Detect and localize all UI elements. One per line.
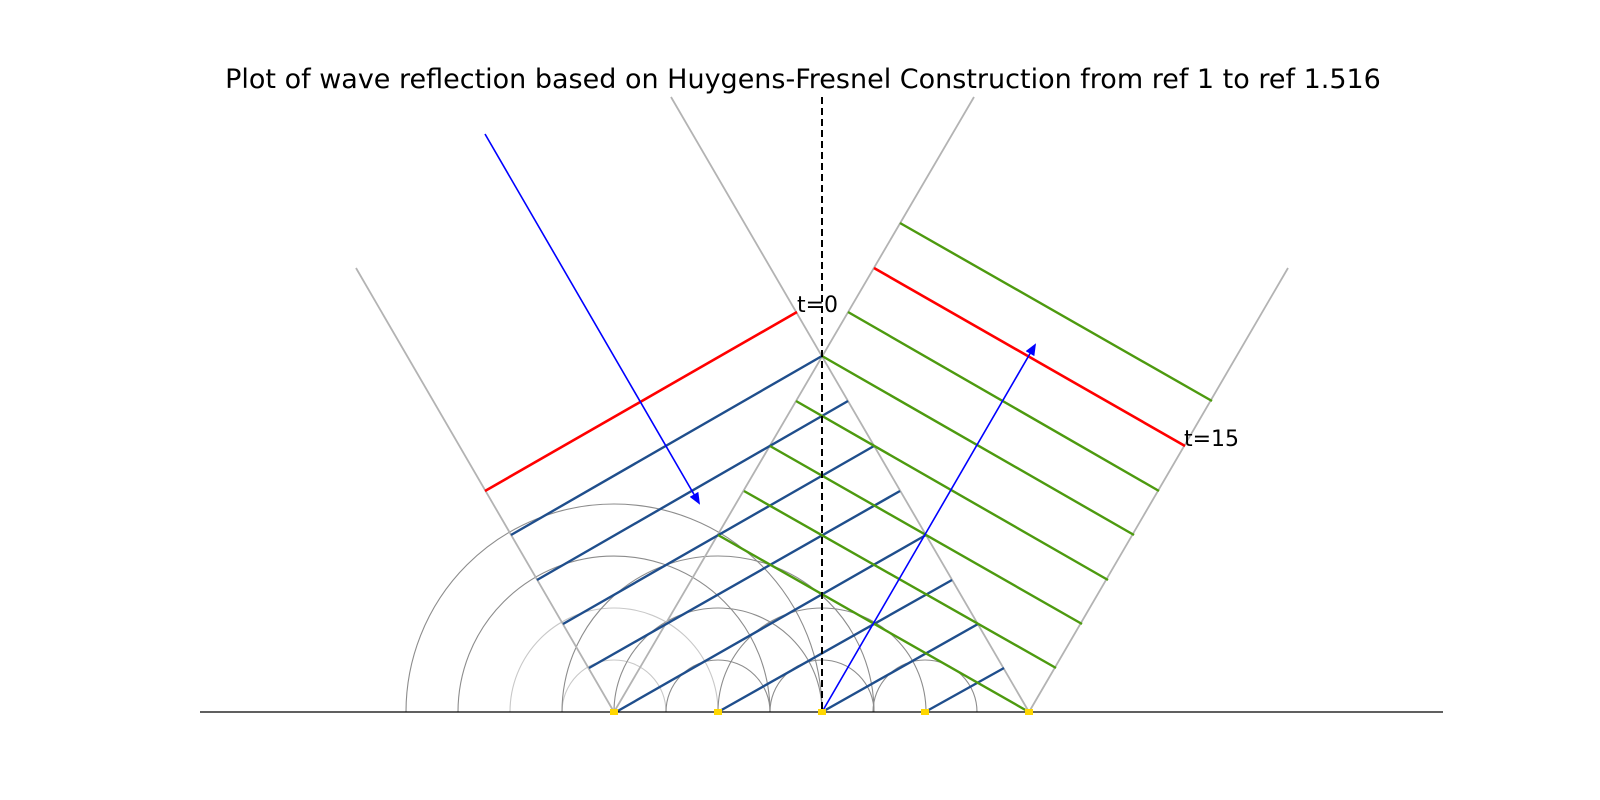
- wavefront-t15: [873, 266, 1186, 448]
- wavelet-source-dot: [818, 709, 826, 715]
- incident-wavefront: [821, 622, 979, 714]
- reflected-wavefront: [795, 399, 1109, 582]
- incident-wavefront: [717, 578, 953, 714]
- reflected-wavefront: [847, 310, 1160, 493]
- wavelet-arc: [509, 607, 719, 713]
- reflected-wavefront: [899, 221, 1213, 403]
- wavelet-sources: [610, 709, 1033, 715]
- label-t15: t=15: [1184, 427, 1239, 452]
- reflected-ray-arrow: [821, 343, 1037, 713]
- wavelet-arc: [872, 659, 978, 713]
- guide-incident-right: [670, 96, 1030, 713]
- incident-wavefront: [588, 489, 901, 670]
- wavelet-arc: [405, 503, 823, 713]
- plot-title: Plot of wave reflection based on Huygens…: [225, 64, 1381, 95]
- wavelet-arc: [613, 607, 823, 713]
- wavelet-source-dot: [610, 709, 618, 715]
- wavelet-arc: [457, 555, 771, 713]
- reflected-wavefront: [821, 354, 1135, 537]
- reflected-wavefront: [743, 489, 1057, 670]
- guide-reflected-left: [613, 96, 975, 713]
- wavelet-arc: [665, 659, 771, 713]
- huygens-wavelets: [405, 503, 978, 713]
- incident-ray-arrow: [484, 133, 701, 505]
- incident-wavefront: [924, 666, 1005, 714]
- wavelet-source-dot: [1025, 709, 1033, 715]
- label-t0: t=0: [797, 293, 838, 318]
- incident-wavefronts: [510, 354, 1005, 714]
- wavelet-source-dot: [714, 709, 722, 715]
- wavelet-arc: [561, 555, 875, 713]
- beam-boundary-guides: [355, 96, 1289, 713]
- wavelet-arc: [561, 659, 667, 713]
- wavelet-source-dot: [921, 709, 929, 715]
